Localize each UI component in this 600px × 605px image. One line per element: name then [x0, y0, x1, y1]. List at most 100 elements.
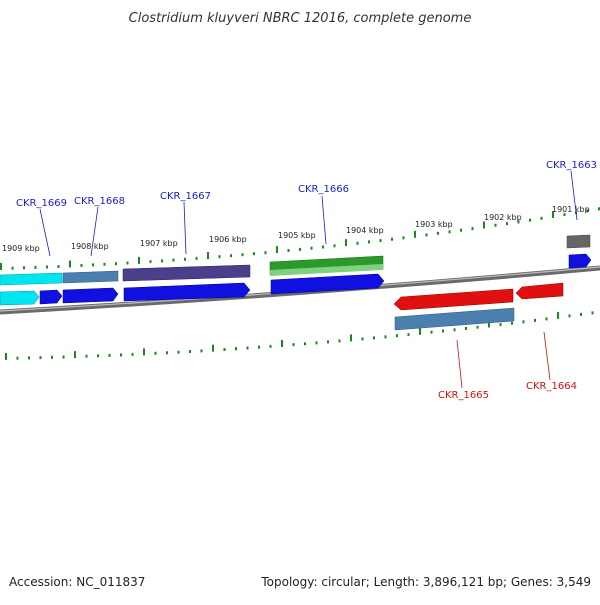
gene-bar-steel[interactable] — [62, 270, 119, 284]
inner-scale-ticks — [5, 311, 594, 360]
inner-scale-minor-tick — [511, 321, 513, 325]
outer-scale-minor-tick — [218, 255, 221, 259]
forward-gene-bars — [0, 234, 591, 286]
cds-arrow-ckr-1669b[interactable] — [39, 289, 63, 305]
gene-label-ckr-1669[interactable]: CKR_1669 — [16, 198, 67, 209]
outer-scale-major-tick — [552, 211, 554, 218]
gene-label-ckr-1667[interactable]: CKR_1667 — [160, 191, 211, 202]
inner-scale-minor-tick — [28, 356, 30, 360]
gene-label-ckr-1665[interactable]: CKR_1665 — [438, 390, 489, 401]
inner-scale-major-tick — [143, 348, 145, 356]
gene-bar-purple[interactable] — [122, 264, 251, 282]
inner-scale-minor-tick — [499, 323, 502, 327]
cds-arrow-ckr-1665[interactable] — [393, 288, 514, 311]
inner-scale-minor-tick — [338, 339, 341, 343]
gene-bar-gray[interactable] — [566, 234, 591, 249]
gene-bar-cyan[interactable] — [0, 272, 63, 286]
leader-ckr-1666 — [321, 195, 327, 245]
outer-scale-minor-tick — [379, 239, 382, 243]
cds-arrow-ckr-1666[interactable] — [270, 273, 385, 295]
inner-scale-minor-tick — [189, 350, 191, 353]
outer-scale-minor-tick — [126, 261, 129, 265]
scale-label-1903: 1903 kbp — [415, 220, 453, 229]
leader-ckr-1664 — [543, 331, 551, 381]
gene-label-ckr-1666[interactable]: CKR_1666 — [298, 184, 349, 195]
outer-scale-minor-tick — [310, 246, 313, 250]
outer-scale-minor-tick — [460, 228, 462, 232]
outer-scale-minor-tick — [368, 240, 370, 244]
inner-scale-minor-tick — [361, 337, 364, 341]
gene-label-ckr-1663[interactable]: CKR_1663 — [546, 160, 597, 171]
outer-scale-minor-tick — [391, 237, 393, 241]
inner-scale-major-tick — [74, 351, 76, 359]
outer-scale-minor-tick — [46, 265, 48, 269]
inner-scale-minor-tick — [384, 335, 387, 339]
outer-scale-minor-tick — [299, 247, 301, 251]
outer-scale-minor-tick — [184, 257, 186, 261]
inner-scale-minor-tick — [396, 334, 398, 338]
outer-scale-minor-tick — [57, 265, 60, 268]
leader-ckr-1669 — [39, 208, 51, 257]
outer-scale-minor-tick — [540, 216, 543, 220]
outer-scale-major-tick — [207, 252, 209, 260]
inner-scale-minor-tick — [62, 355, 65, 359]
gene-label-ckr-1664[interactable]: CKR_1664 — [526, 381, 577, 392]
inner-scale-minor-tick — [258, 345, 260, 349]
outer-scale-minor-tick — [494, 223, 497, 227]
scale-label-1902: 1902 kbp — [484, 213, 522, 222]
leader-ckr-1668 — [90, 206, 99, 257]
outer-scale-major-tick — [138, 256, 140, 264]
inner-scale-minor-tick — [120, 353, 122, 357]
outer-scale-minor-tick — [103, 262, 106, 266]
gene-label-ckr-1668[interactable]: CKR_1668 — [74, 196, 125, 207]
scale-label-1906: 1906 kbp — [209, 235, 247, 244]
inner-scale-minor-tick — [39, 356, 42, 360]
outer-scale-major-tick — [0, 263, 2, 270]
inner-scale-minor-tick — [568, 314, 571, 318]
outer-scale-minor-tick — [448, 230, 451, 234]
inner-scale-minor-tick — [522, 320, 525, 324]
inner-scale-minor-tick — [591, 311, 594, 315]
scale-label-1908: 1908 kbp — [71, 242, 109, 251]
inner-scale-major-tick — [281, 340, 283, 347]
scale-label-1901: 1901 kbp — [552, 205, 590, 214]
outer-scale-major-tick — [345, 239, 347, 247]
label-leader-lines — [39, 170, 578, 389]
map-title: Clostridium kluyveri NBRC 12016, complet… — [129, 11, 472, 26]
outer-scale-minor-tick — [23, 266, 25, 270]
inner-scale-minor-tick — [465, 327, 467, 330]
outer-scale-minor-tick — [34, 265, 37, 269]
inner-scale-minor-tick — [177, 350, 180, 354]
gene-bar-reverse-steel[interactable] — [394, 307, 515, 331]
outer-scale-minor-tick — [92, 263, 94, 267]
inner-scale-minor-tick — [269, 344, 272, 348]
inner-scale-minor-tick — [292, 343, 295, 347]
forward-cds-arrows — [0, 253, 592, 306]
cds-arrow-ckr-1663[interactable] — [568, 253, 592, 269]
inner-scale-minor-tick — [545, 317, 548, 321]
scale-label-1907: 1907 kbp — [140, 239, 178, 248]
cds-arrow-ckr-1667[interactable] — [123, 282, 251, 302]
reverse-features — [393, 282, 564, 331]
outer-scale-minor-tick — [506, 222, 508, 226]
inner-scale-minor-tick — [85, 354, 88, 358]
outer-scale-minor-tick — [402, 236, 405, 240]
outer-scale-minor-tick — [333, 244, 336, 248]
inner-scale-minor-tick — [442, 329, 444, 333]
cds-arrow-ckr-1669a[interactable] — [0, 290, 40, 306]
cds-arrow-ckr-1668[interactable] — [62, 287, 119, 304]
inner-scale-minor-tick — [223, 348, 226, 351]
cds-arrow-ckr-1664[interactable] — [515, 282, 564, 300]
outer-scale-minor-tick — [598, 207, 600, 211]
outer-scale-major-tick — [276, 246, 278, 254]
inner-scale-minor-tick — [430, 330, 433, 334]
inner-scale-minor-tick — [154, 351, 157, 355]
outer-scale-major-tick — [414, 230, 416, 238]
outer-scale-minor-tick — [264, 251, 267, 255]
inner-scale-minor-tick — [108, 353, 111, 357]
outer-scale-minor-tick — [161, 259, 163, 263]
scale-labels: 1909 kbp 1908 kbp 1907 kbp 1906 kbp 1905… — [2, 205, 590, 253]
leader-ckr-1665 — [456, 339, 463, 389]
inner-scale-minor-tick — [327, 340, 329, 344]
